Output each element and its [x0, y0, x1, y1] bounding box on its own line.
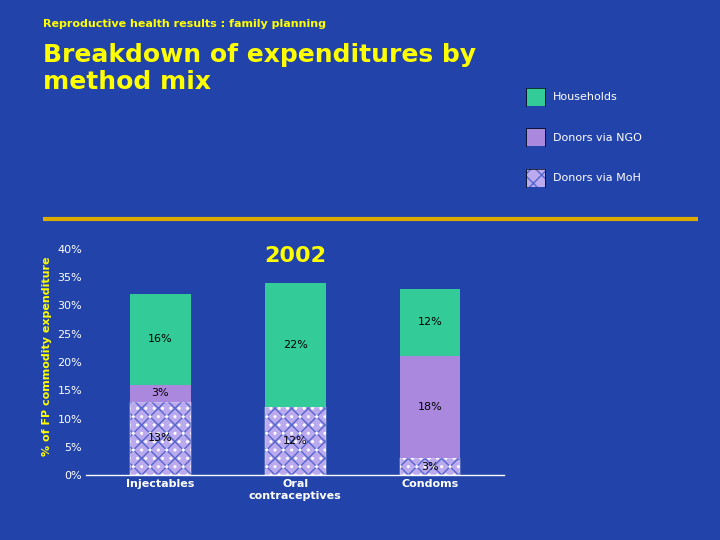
Bar: [400, 458, 460, 475]
Bar: [130, 384, 191, 402]
Text: 16%: 16%: [148, 334, 173, 345]
Bar: [400, 458, 460, 475]
Text: Donors via NGO: Donors via NGO: [553, 133, 642, 143]
Bar: [130, 294, 191, 384]
Text: Households: Households: [553, 92, 618, 102]
FancyBboxPatch shape: [526, 129, 545, 146]
Text: 12%: 12%: [418, 318, 442, 327]
Bar: [400, 356, 460, 458]
FancyBboxPatch shape: [526, 170, 545, 187]
Text: 2002: 2002: [264, 246, 326, 266]
Text: 22%: 22%: [283, 340, 307, 350]
Bar: [130, 402, 191, 475]
Bar: [265, 283, 325, 407]
Text: 12%: 12%: [283, 436, 307, 446]
Text: 3%: 3%: [152, 388, 169, 398]
Text: Breakdown of expenditures by
method mix: Breakdown of expenditures by method mix: [43, 43, 476, 94]
Y-axis label: % of FP commodity expenditure: % of FP commodity expenditure: [42, 256, 52, 456]
Text: 18%: 18%: [418, 402, 442, 413]
Text: Reproductive health results : family planning: Reproductive health results : family pla…: [43, 19, 326, 29]
Text: 3%: 3%: [421, 462, 438, 472]
Bar: [265, 407, 325, 475]
Bar: [130, 402, 191, 475]
Text: 13%: 13%: [148, 434, 173, 443]
Bar: [400, 288, 460, 356]
Bar: [265, 407, 325, 475]
FancyBboxPatch shape: [526, 89, 545, 106]
Text: Donors via MoH: Donors via MoH: [553, 173, 641, 183]
